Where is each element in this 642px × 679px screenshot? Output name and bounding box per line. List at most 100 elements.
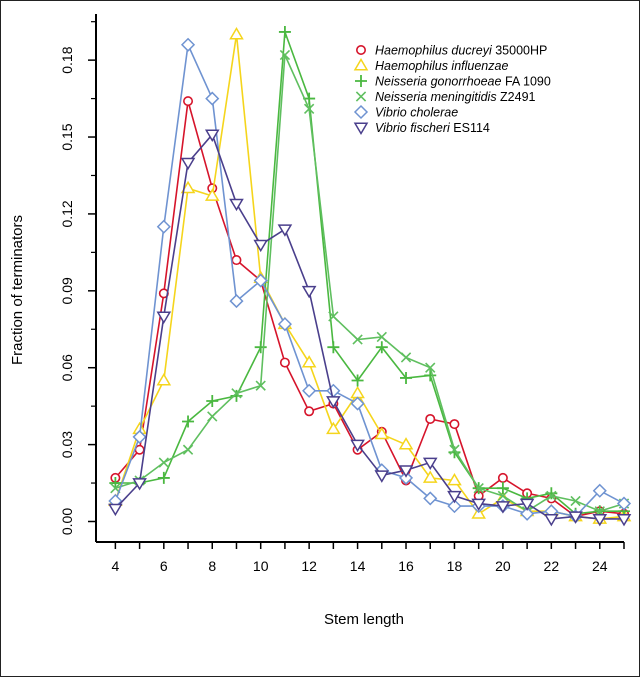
data-point — [326, 396, 341, 409]
series-line — [114, 132, 624, 520]
x-tick-label: 24 — [592, 558, 608, 574]
axes: 0.00 0.03 0.06 0.09 0.12 0.15 0.18 4 6 8 10 12 14 16 1… — [59, 14, 625, 574]
data-point — [592, 483, 607, 498]
x-tick-label: 20 — [495, 558, 511, 574]
data-point — [352, 334, 363, 345]
x-axis-title: Stem length — [324, 611, 404, 628]
data-point — [207, 411, 218, 422]
data-point — [182, 444, 194, 455]
x-tick-label: 22 — [544, 558, 560, 574]
data-point — [374, 470, 390, 483]
data-point — [231, 255, 242, 266]
data-point — [449, 444, 460, 455]
data-point — [350, 396, 365, 411]
data-point — [496, 482, 509, 495]
data-point — [253, 273, 268, 288]
legend-marker — [353, 58, 369, 71]
data-point — [350, 439, 365, 453]
data-point — [253, 239, 269, 253]
data-point — [326, 383, 341, 398]
series-3 — [110, 49, 630, 517]
data-point — [278, 25, 291, 38]
x-tick-label: 4 — [111, 558, 119, 574]
data-point — [183, 96, 194, 107]
data-point — [158, 457, 169, 468]
data-point — [398, 465, 414, 478]
y-tick-label: 0.18 — [59, 46, 75, 73]
data-point — [398, 437, 414, 450]
legend-marker — [355, 91, 367, 102]
data-point — [422, 457, 438, 471]
x-tick-label: 8 — [208, 558, 216, 574]
data-point — [423, 491, 438, 506]
data-point — [473, 483, 484, 494]
legend-marker — [353, 104, 369, 120]
legend-label: Vibrio fischeri ES114 — [375, 121, 490, 135]
data-point — [277, 224, 293, 237]
x-tick-label: 10 — [253, 558, 269, 574]
data-point — [326, 421, 341, 435]
data-point — [303, 103, 315, 115]
data-point — [229, 27, 244, 40]
legend-label: Vibrio cholerae — [375, 106, 458, 120]
y-tick-label: 0.06 — [59, 354, 75, 381]
data-point — [229, 198, 244, 212]
data-point — [180, 37, 196, 52]
y-tick-label: 0.09 — [59, 277, 75, 304]
data-point — [157, 471, 170, 484]
data-point — [422, 470, 438, 483]
data-point — [204, 129, 220, 142]
legend-label: Haemophilus ducreyi 35000HP — [375, 44, 547, 58]
y-tick-label: 0.12 — [59, 200, 75, 227]
data-point — [230, 389, 243, 402]
data-point — [374, 426, 390, 440]
data-point — [447, 490, 462, 504]
data-point — [520, 506, 535, 521]
data-point — [180, 180, 196, 194]
data-point — [449, 419, 460, 430]
series-line — [114, 41, 625, 518]
x-tick-label: 6 — [160, 558, 168, 574]
data-point — [447, 499, 462, 514]
x-tick-label: 18 — [447, 558, 463, 574]
legend-entry: Haemophilus influenzae — [353, 58, 508, 73]
data-point — [447, 473, 462, 486]
data-point — [231, 388, 242, 399]
data-point — [568, 511, 583, 524]
legend-marker — [355, 75, 367, 87]
data-point — [108, 503, 123, 517]
data-point — [254, 341, 267, 354]
data-point — [375, 341, 388, 354]
legend-entry: Vibrio fischeri ES114 — [353, 121, 490, 135]
legend-entry: Neisseria gonorrhoeae FA 1090 — [355, 75, 551, 89]
data-point — [616, 513, 632, 527]
data-point — [424, 369, 437, 382]
series-line — [115, 54, 625, 513]
x-tick-label: 16 — [398, 558, 414, 574]
data-point — [204, 188, 220, 201]
data-point — [400, 371, 413, 384]
data-point — [497, 472, 508, 483]
legend-entry: Haemophilus ducreyi 35000HP — [355, 44, 547, 58]
data-point — [471, 498, 486, 512]
data-point — [350, 385, 365, 399]
legend-marker — [355, 44, 366, 55]
data-point — [570, 495, 581, 507]
data-point — [182, 415, 195, 428]
data-point — [351, 374, 364, 387]
data-point — [206, 395, 219, 408]
legend-label: Neisseria meningitidis Z2491 — [375, 90, 536, 104]
data-point — [277, 317, 292, 332]
data-point — [616, 496, 632, 511]
legend-label: Neisseria gonorrhoeae FA 1090 — [375, 75, 551, 89]
data-point — [495, 501, 511, 514]
data-point — [425, 362, 436, 373]
legend-entry: Neisseria meningitidis Z2491 — [355, 90, 536, 104]
data-point — [497, 490, 509, 502]
data-point — [304, 406, 315, 417]
data-point — [376, 331, 387, 343]
data-point — [400, 352, 412, 363]
x-tick-label: 14 — [350, 558, 366, 574]
data-point — [229, 294, 244, 309]
